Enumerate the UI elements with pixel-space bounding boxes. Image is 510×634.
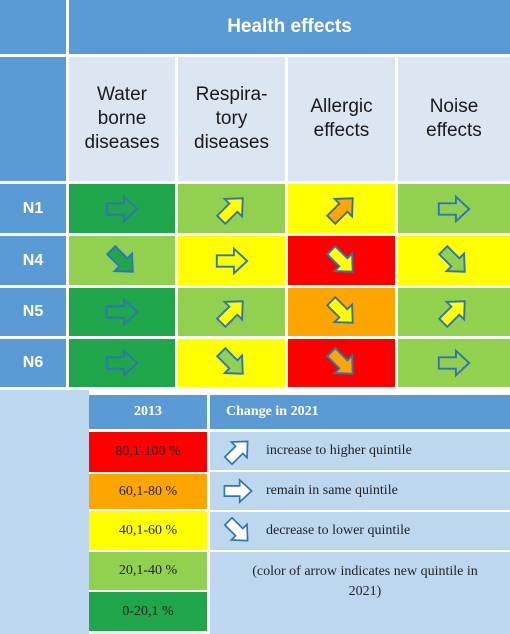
arrow-right-icon: [105, 348, 139, 378]
column-header-noise: Noise effects: [398, 57, 510, 181]
cell-n6-water: [69, 339, 175, 387]
legend-change-down: decrease to lower quintile: [210, 512, 510, 550]
arrow-right-icon: [437, 193, 471, 224]
cell-n6-allergic: [288, 339, 395, 387]
arrow-down-icon: [215, 346, 244, 375]
legend-arrow-right-icon: [223, 478, 253, 504]
cell-n6-resp: [178, 339, 285, 387]
legend-change-label: remain in same quintile: [266, 483, 398, 498]
legend-arrow-wrap: [210, 437, 266, 466]
column-header-resp: Respira- tory diseases: [178, 57, 285, 181]
cell-n4-resp: [178, 236, 285, 285]
cell-n5-resp: [178, 288, 285, 336]
legend-range-5: 0-20,1 %: [89, 592, 207, 631]
legend-note: (color of arrow indicates new quintile i…: [210, 552, 510, 634]
health-effects-title: Health effects: [69, 0, 510, 54]
legend-arrow-up-icon: [223, 440, 249, 466]
corner-cell-header: [0, 57, 66, 181]
row-label-n6: N6: [0, 339, 66, 387]
column-header-allergic: Allergic effects: [288, 57, 395, 181]
legend-change-label: decrease to lower quintile: [266, 523, 411, 538]
arrow-down-icon: [105, 244, 134, 273]
legend-arrow-wrap: [210, 477, 266, 505]
legend-range-4: 20,1-40 %: [89, 552, 207, 590]
column-header-water: Water borne diseases: [69, 57, 175, 181]
arrow-down-icon: [325, 244, 354, 273]
legend-arrow-down-icon: [223, 516, 249, 542]
legend-arrow-wrap: [210, 516, 266, 545]
cell-n5-noise: [398, 288, 510, 336]
cell-n4-allergic: [288, 236, 395, 285]
cell-n5-water: [69, 288, 175, 336]
arrow-right-icon: [105, 297, 139, 327]
arrow-up-icon: [437, 300, 466, 329]
legend-change-up: increase to higher quintile: [210, 432, 510, 470]
cell-n1-resp: [178, 184, 285, 233]
legend-header-change: Change in 2021: [210, 395, 510, 429]
legend-header-2013: 2013: [89, 395, 207, 429]
arrow-up-icon: [215, 300, 244, 329]
row-label-n1: N1: [0, 184, 66, 233]
corner-cell-top: [0, 0, 66, 54]
cell-n1-allergic: [288, 184, 395, 233]
arrow-right-icon: [215, 245, 249, 276]
cell-n6-noise: [398, 339, 510, 387]
arrow-up-icon: [215, 196, 244, 225]
arrow-down-icon: [325, 346, 354, 375]
arrow-down-icon: [325, 295, 354, 324]
cell-n4-noise: [398, 236, 510, 285]
cell-n1-water: [69, 184, 175, 233]
cell-n4-water: [69, 236, 175, 285]
cell-n1-noise: [398, 184, 510, 233]
arrow-down-icon: [437, 244, 466, 273]
arrow-up-icon: [325, 196, 354, 225]
legend-change-right: remain in same quintile: [210, 472, 510, 510]
cell-n5-allergic: [288, 288, 395, 336]
legend-left-filler: [0, 390, 89, 634]
arrow-right-icon: [437, 348, 471, 378]
arrow-right-icon: [105, 193, 139, 224]
legend-range-2: 60,1-80 %: [89, 474, 207, 509]
row-label-n4: N4: [0, 236, 66, 285]
row-label-n5: N5: [0, 288, 66, 336]
legend-change-label: increase to higher quintile: [266, 443, 412, 458]
legend-range-1: 80,1-100 %: [89, 432, 207, 472]
legend-range-3: 40,1-60 %: [89, 511, 207, 550]
